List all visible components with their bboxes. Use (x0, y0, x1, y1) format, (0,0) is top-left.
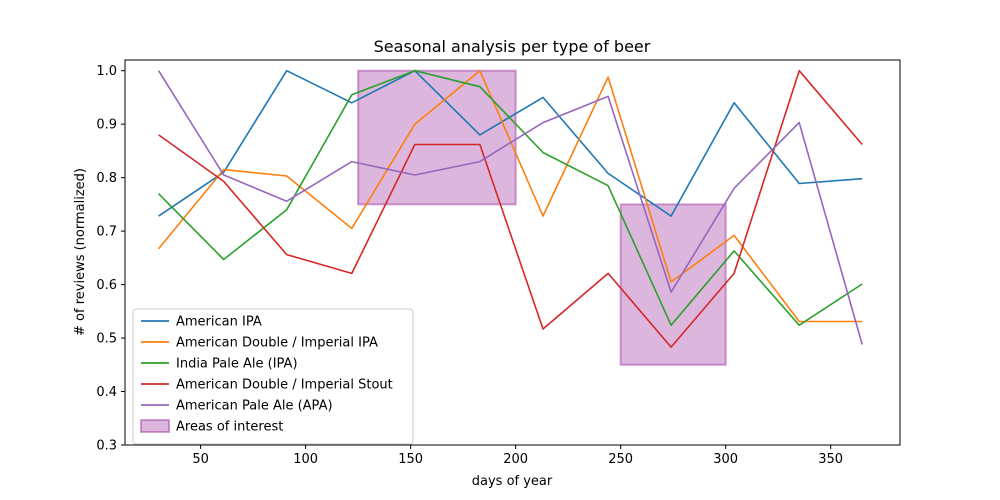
legend-label: American IPA (176, 315, 262, 330)
legend-label: American Double / Imperial Stout (176, 378, 393, 393)
legend-label: India Pale Ale (IPA) (176, 357, 298, 372)
y-tick-label: 0.9 (96, 118, 117, 133)
legend-box (132, 308, 414, 445)
series-line-1 (158, 69, 863, 217)
y-tick-label: 0.8 (96, 171, 117, 186)
series-line-4 (158, 69, 863, 348)
series-line-5 (157, 70, 863, 345)
x-tick-label: 300 (713, 452, 738, 467)
x-tick-label: 250 (608, 452, 633, 467)
x-axis: 50 100 150 200 250 300 350 (192, 445, 843, 467)
x-tick-label: 50 (192, 452, 209, 467)
legend-label: Areas of interest (176, 420, 283, 435)
plot-frame (124, 59, 901, 446)
y-axis: 0.3 0.4 0.5 0.6 0.7 0.8 0.9 1.0 (96, 64, 125, 454)
y-tick-label: 0.7 (96, 225, 117, 240)
legend-swatch (140, 419, 170, 433)
legend: American IPA American Double / Imperial I… (132, 308, 414, 445)
y-tick-label: 0.6 (96, 278, 117, 293)
x-tick-label: 100 (293, 452, 318, 467)
chart-title: Seasonal analysis per type of beer (374, 37, 651, 56)
x-axis-label: days of year (472, 474, 553, 489)
x-tick-label: 350 (818, 452, 843, 467)
legend-label: American Double / Imperial IPA (176, 336, 378, 351)
area-of-interest-1 (357, 69, 517, 206)
y-tick-label: 1.0 (96, 64, 117, 79)
y-axis-label: # of reviews (normalized) (73, 168, 88, 336)
legend-label: American Pale Ale (APA) (176, 399, 333, 414)
series-line-2 (157, 69, 863, 323)
y-tick-label: 0.3 (96, 439, 117, 454)
y-tick-label: 0.4 (96, 385, 117, 400)
lines-layer (157, 69, 863, 348)
x-tick-label: 150 (398, 452, 423, 467)
x-tick-label: 200 (503, 452, 528, 467)
series-line-3 (158, 69, 863, 327)
y-tick-label: 0.5 (96, 332, 117, 347)
